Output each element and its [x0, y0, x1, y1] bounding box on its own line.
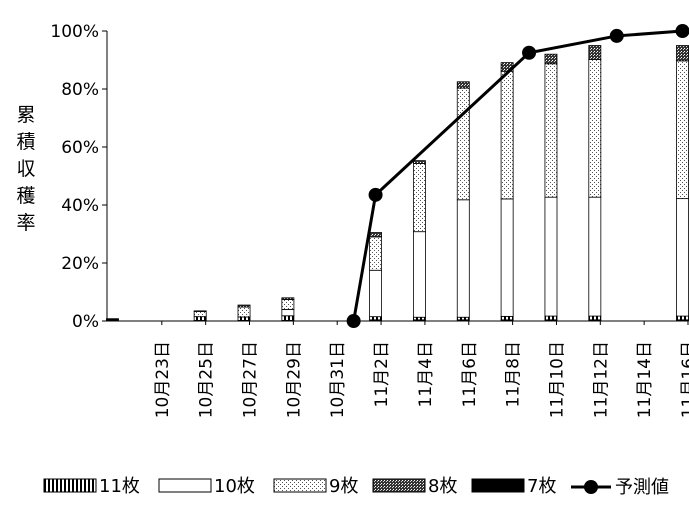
x-tick-label: 11月14日	[635, 341, 655, 418]
bar-segment	[544, 196, 558, 317]
x-tick-label: 11月2日	[372, 341, 392, 407]
bar-segment	[544, 315, 558, 321]
x-tick-label: 10月29日	[284, 341, 304, 418]
x-tick-label: 10月23日	[153, 341, 173, 418]
bar-segment	[676, 198, 689, 317]
bar-segment	[237, 316, 251, 321]
bar-segment	[500, 315, 514, 321]
bar-segment	[369, 269, 383, 318]
bar-segment	[193, 311, 207, 318]
x-tick-label: 10月27日	[241, 341, 261, 418]
x-axis: 10月23日 10月25日 10月27日 10月29日 10月31日 11月2日 11月4日…	[107, 320, 689, 418]
forecast-point	[368, 187, 383, 202]
bar-segment	[456, 199, 470, 318]
forecast-point	[522, 45, 537, 60]
x-tick-label: 11月8日	[504, 341, 524, 407]
forecast-line-path	[352, 29, 683, 322]
x-tick-label: 11月12日	[591, 341, 611, 418]
forecast-point	[609, 28, 624, 43]
y-tick-label: 60%	[61, 138, 99, 158]
x-tick-label: 10月31日	[328, 341, 348, 418]
x-tick-label: 11月10日	[547, 341, 567, 418]
bar-segment	[412, 231, 426, 318]
bar-segment	[676, 315, 689, 321]
y-tick-label: 80%	[61, 80, 99, 100]
legend-label: 7枚	[527, 476, 556, 497]
bar-segment	[237, 306, 251, 318]
forecast-point	[675, 24, 689, 38]
bar-segment	[500, 198, 514, 317]
bar-segment	[588, 196, 602, 317]
y-tick-label: 100%	[50, 22, 99, 42]
bar-segment	[588, 59, 602, 198]
bar-segment	[412, 160, 426, 164]
legend-label: 11枚	[99, 476, 140, 497]
bars	[106, 45, 689, 322]
x-tick-label: 11月16日	[679, 341, 689, 418]
forecast-point	[346, 314, 361, 328]
bar-segment	[281, 315, 295, 321]
y-tick-label: 0%	[72, 312, 99, 332]
legend: 11枚 10枚 9枚 8枚 7枚 予測値	[43, 476, 669, 498]
legend-swatch	[471, 478, 525, 493]
legend-swatch	[372, 478, 426, 493]
bar-segment	[544, 63, 558, 198]
bar-segment	[456, 87, 470, 201]
legend-swatch	[43, 478, 97, 493]
bar-segment	[588, 45, 602, 60]
bar-segment	[369, 316, 383, 321]
legend-label: 10枚	[214, 476, 255, 497]
bar-segment	[369, 236, 383, 271]
bar-segment	[500, 70, 514, 200]
bar-segment	[544, 53, 558, 65]
x-tick-label: 11月6日	[460, 341, 480, 407]
y-axis-title: 累積収穫率	[16, 104, 35, 234]
x-tick-label: 10月25日	[197, 341, 217, 418]
bar-segment	[281, 308, 295, 317]
bar-segment	[193, 310, 207, 312]
legend-marker	[584, 480, 598, 494]
bar-segment	[676, 60, 689, 200]
bar-segment	[412, 163, 426, 233]
bar-segment	[676, 45, 689, 62]
bar-segment	[369, 232, 383, 238]
y-axis: 0% 20% 40% 60% 80% 100%	[50, 22, 108, 332]
bar-segment	[281, 297, 295, 300]
bar-segment	[588, 315, 602, 321]
forecast-line	[346, 24, 689, 328]
y-tick-label: 40%	[61, 196, 99, 216]
legend-label: 8枚	[428, 476, 457, 497]
bar-segment	[237, 304, 251, 308]
legend-label: 9枚	[329, 476, 358, 497]
legend-label: 予測値	[615, 477, 669, 498]
y-tick-label: 20%	[61, 254, 99, 274]
bar-segment	[193, 316, 207, 321]
x-tick-label: 11月4日	[416, 341, 436, 407]
bar-segment	[281, 299, 295, 310]
legend-swatch	[273, 478, 327, 493]
bar-segment	[456, 81, 470, 89]
legend-swatch	[158, 478, 212, 493]
